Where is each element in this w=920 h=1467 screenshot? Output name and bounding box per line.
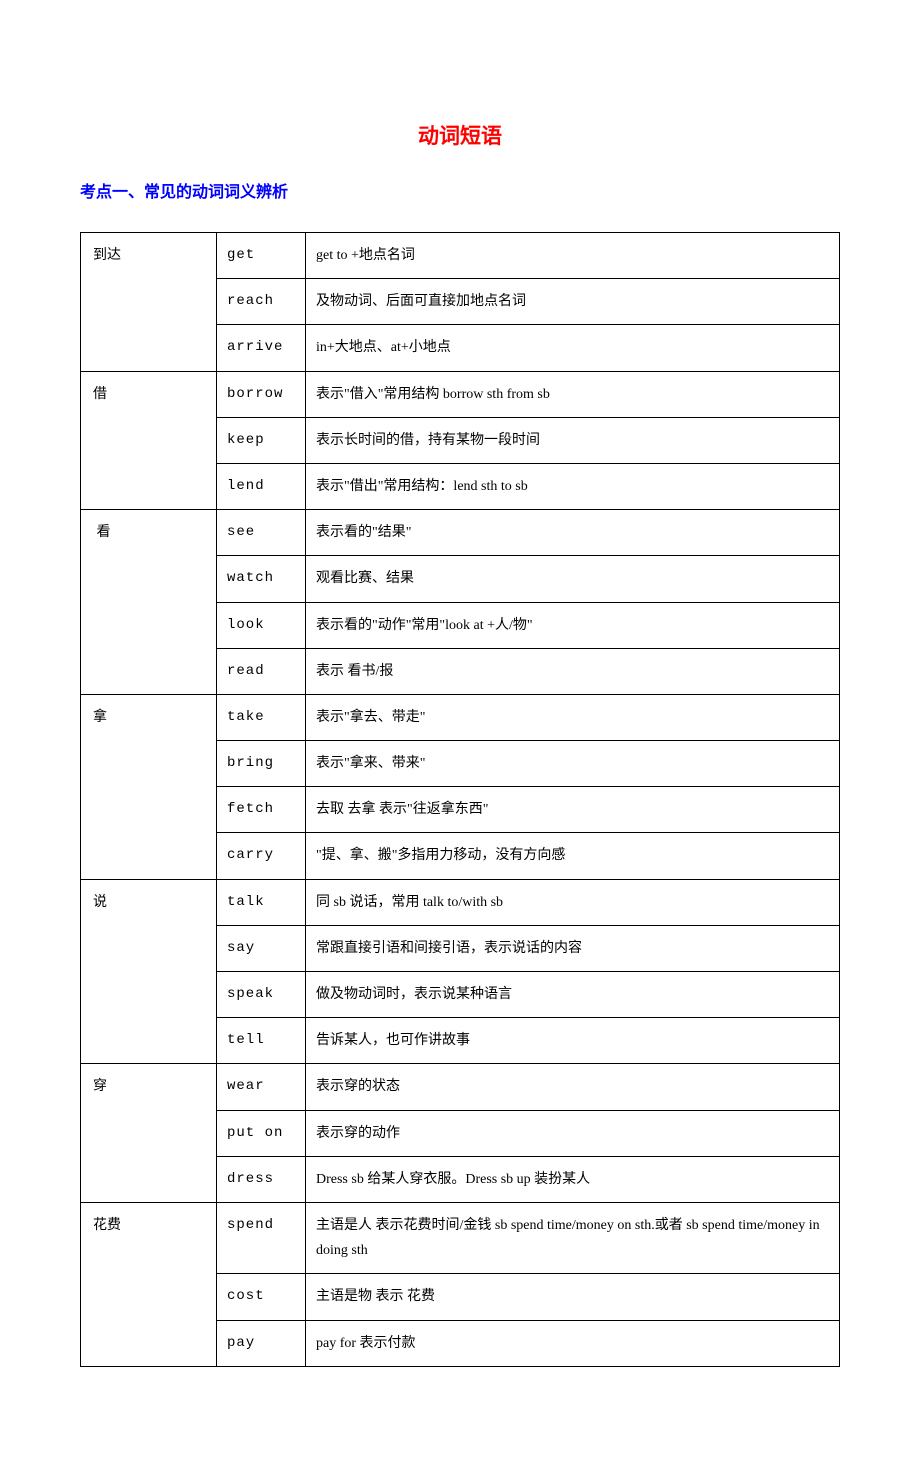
table-row: 花费spend主语是人 表示花费时间/金钱 sb spend time/mone… xyxy=(81,1202,840,1273)
word-cell: wear xyxy=(217,1064,306,1110)
description-cell: 表示穿的动作 xyxy=(306,1110,840,1156)
word-cell: read xyxy=(217,648,306,694)
table-row: 穿wear表示穿的状态 xyxy=(81,1064,840,1110)
word-cell: watch xyxy=(217,556,306,602)
word-cell: borrow xyxy=(217,371,306,417)
table-row: 借borrow表示"借入"常用结构 borrow sth from sb xyxy=(81,371,840,417)
description-cell: "提、拿、搬"多指用力移动，没有方向感 xyxy=(306,833,840,879)
table-row: 到达getget to +地点名词 xyxy=(81,233,840,279)
description-cell: 及物动词、后面可直接加地点名词 xyxy=(306,279,840,325)
word-cell: talk xyxy=(217,879,306,925)
word-cell: say xyxy=(217,925,306,971)
description-cell: 去取 去拿 表示"往返拿东西" xyxy=(306,787,840,833)
word-cell: lend xyxy=(217,463,306,509)
description-cell: 表示"拿来、带来" xyxy=(306,741,840,787)
word-cell: pay xyxy=(217,1320,306,1366)
word-cell: spend xyxy=(217,1202,306,1273)
verb-table: 到达getget to +地点名词reach及物动词、后面可直接加地点名词arr… xyxy=(80,232,840,1367)
category-cell: 穿 xyxy=(81,1064,217,1203)
table-row: 看see表示看的"结果" xyxy=(81,510,840,556)
category-cell: 拿 xyxy=(81,694,217,879)
category-cell: 说 xyxy=(81,879,217,1064)
description-cell: 表示 看书/报 xyxy=(306,648,840,694)
description-cell: 表示长时间的借，持有某物一段时间 xyxy=(306,417,840,463)
word-cell: arrive xyxy=(217,325,306,371)
description-cell: 表示"拿去、带走" xyxy=(306,694,840,740)
word-cell: get xyxy=(217,233,306,279)
category-cell: 看 xyxy=(81,510,217,695)
description-cell: 主语是物 表示 花费 xyxy=(306,1274,840,1320)
table-row: 拿take表示"拿去、带走" xyxy=(81,694,840,740)
word-cell: tell xyxy=(217,1018,306,1064)
word-cell: dress xyxy=(217,1156,306,1202)
category-cell: 到达 xyxy=(81,233,217,372)
section-heading: 考点一、常见的动词词义辨析 xyxy=(80,178,840,202)
description-cell: pay for 表示付款 xyxy=(306,1320,840,1366)
word-cell: bring xyxy=(217,741,306,787)
description-cell: Dress sb 给某人穿衣服。Dress sb up 装扮某人 xyxy=(306,1156,840,1202)
description-cell: 观看比赛、结果 xyxy=(306,556,840,602)
word-cell: look xyxy=(217,602,306,648)
description-cell: 告诉某人，也可作讲故事 xyxy=(306,1018,840,1064)
description-cell: 常跟直接引语和间接引语，表示说话的内容 xyxy=(306,925,840,971)
description-cell: 表示穿的状态 xyxy=(306,1064,840,1110)
description-cell: 表示看的"动作"常用"look at +人/物" xyxy=(306,602,840,648)
description-cell: in+大地点、at+小地点 xyxy=(306,325,840,371)
description-cell: 表示"借入"常用结构 borrow sth from sb xyxy=(306,371,840,417)
word-cell: reach xyxy=(217,279,306,325)
description-cell: 表示"借出"常用结构：lend sth to sb xyxy=(306,463,840,509)
word-cell: speak xyxy=(217,972,306,1018)
word-cell: cost xyxy=(217,1274,306,1320)
description-cell: 表示看的"结果" xyxy=(306,510,840,556)
category-cell: 花费 xyxy=(81,1202,217,1366)
description-cell: 做及物动词时，表示说某种语言 xyxy=(306,972,840,1018)
description-cell: 主语是人 表示花费时间/金钱 sb spend time/money on st… xyxy=(306,1202,840,1273)
word-cell: take xyxy=(217,694,306,740)
word-cell: keep xyxy=(217,417,306,463)
table-row: 说talk同 sb 说话，常用 talk to/with sb xyxy=(81,879,840,925)
word-cell: see xyxy=(217,510,306,556)
description-cell: 同 sb 说话，常用 talk to/with sb xyxy=(306,879,840,925)
page-title: 动词短语 xyxy=(80,120,840,150)
word-cell: fetch xyxy=(217,787,306,833)
category-cell: 借 xyxy=(81,371,217,510)
description-cell: get to +地点名词 xyxy=(306,233,840,279)
word-cell: put on xyxy=(217,1110,306,1156)
word-cell: carry xyxy=(217,833,306,879)
document-page: 动词短语 考点一、常见的动词词义辨析 到达getget to +地点名词reac… xyxy=(0,0,920,1467)
